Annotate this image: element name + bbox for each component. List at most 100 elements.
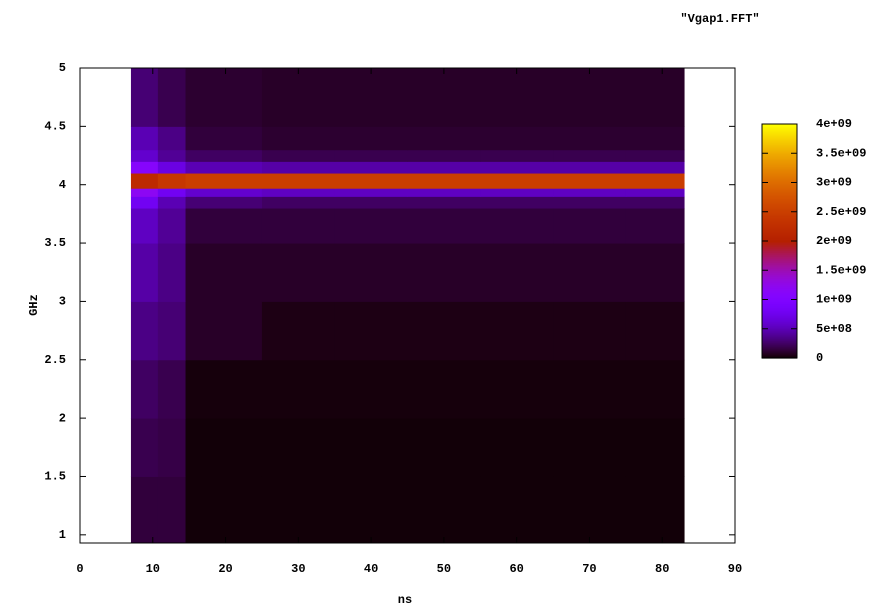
colorbar-step — [762, 130, 797, 133]
colorbar-step — [762, 216, 797, 219]
colorbar-tick-label: 1.5e+09 — [816, 263, 866, 277]
heat-cell — [407, 243, 481, 302]
heat-cell — [480, 476, 554, 544]
colorbar-step — [762, 336, 797, 339]
heat-cell — [625, 208, 685, 244]
heat-cell — [480, 161, 554, 174]
heat-cell — [334, 476, 408, 544]
heat-cell — [130, 243, 159, 302]
colorbar-step — [762, 304, 797, 307]
colorbar-step — [762, 188, 797, 191]
colorbar-step — [762, 256, 797, 259]
heat-cell — [261, 301, 336, 361]
heat-cell — [185, 173, 263, 189]
x-tick-label: 70 — [582, 562, 596, 576]
colorbar-step — [762, 132, 797, 135]
colorbar-step — [762, 308, 797, 311]
heat-cell — [130, 359, 159, 419]
colorbar-step — [762, 326, 797, 329]
colorbar-step — [762, 292, 797, 295]
heat-cell — [407, 161, 481, 174]
heat-cell — [625, 301, 685, 361]
heat-cell — [553, 243, 627, 302]
heat-cell — [480, 208, 554, 244]
heat-cell — [261, 161, 336, 174]
colorbar-step — [762, 136, 797, 139]
heat-cell — [130, 173, 159, 189]
heat-cell — [553, 359, 627, 419]
heat-cell — [625, 196, 685, 209]
colorbar-step — [762, 190, 797, 193]
heat-cell — [480, 173, 554, 189]
heat-cell — [261, 476, 336, 544]
colorbar-tick-label: 5e+08 — [816, 322, 852, 336]
heat-cell — [480, 196, 554, 209]
heat-cell — [334, 301, 408, 361]
heat-cell — [480, 243, 554, 302]
colorbar-step — [762, 222, 797, 225]
colorbar-step — [762, 316, 797, 319]
heat-cell — [157, 418, 187, 477]
colorbar-step — [762, 354, 797, 357]
colorbar-step — [762, 262, 797, 265]
colorbar-step — [762, 210, 797, 213]
colorbar-step — [762, 128, 797, 131]
colorbar-step — [762, 288, 797, 291]
colorbar-step — [762, 224, 797, 227]
heat-cell — [185, 418, 263, 477]
heat-cell — [185, 196, 263, 209]
colorbar-step — [762, 158, 797, 161]
heat-cell — [625, 126, 685, 151]
colorbar-step — [762, 148, 797, 151]
heat-cell — [625, 149, 685, 162]
heat-cell — [130, 161, 159, 174]
colorbar-step — [762, 310, 797, 313]
heat-cell — [157, 301, 187, 361]
colorbar-step — [762, 152, 797, 155]
colorbar-step — [762, 356, 797, 359]
heat-cell — [130, 476, 159, 544]
colorbar-step — [762, 238, 797, 241]
colorbar-tick-label: 2e+09 — [816, 234, 852, 248]
heat-cell — [157, 68, 187, 127]
heat-cell — [157, 161, 187, 174]
colorbar-step — [762, 240, 797, 243]
heat-cell — [407, 149, 481, 162]
colorbar-step — [762, 168, 797, 171]
heat-cell — [625, 359, 685, 419]
colorbar-step — [762, 254, 797, 257]
heat-cell — [553, 196, 627, 209]
heat-cell — [334, 418, 408, 477]
colorbar-step — [762, 278, 797, 281]
colorbar-step — [762, 220, 797, 223]
colorbar-step — [762, 204, 797, 207]
colorbar-step — [762, 206, 797, 209]
colorbar-step — [762, 244, 797, 247]
colorbar-tick-label: 4e+09 — [816, 117, 852, 131]
colorbar-step — [762, 338, 797, 341]
colorbar-step — [762, 320, 797, 323]
colorbar-step — [762, 300, 797, 303]
colorbar-step — [762, 236, 797, 239]
colorbar-step — [762, 246, 797, 249]
colorbar-step — [762, 208, 797, 211]
heat-cell — [407, 476, 481, 544]
heat-cell — [157, 196, 187, 209]
colorbar-step — [762, 176, 797, 179]
colorbar-step — [762, 198, 797, 201]
heat-cell — [334, 188, 408, 197]
x-tick-label: 0 — [76, 562, 83, 576]
heat-cell — [334, 208, 408, 244]
heat-cell — [185, 188, 263, 197]
colorbar-step — [762, 186, 797, 189]
colorbar-step — [762, 302, 797, 305]
colorbar-step — [762, 234, 797, 237]
colorbar-step — [762, 154, 797, 157]
colorbar-step — [762, 276, 797, 279]
colorbar-step — [762, 192, 797, 195]
colorbar-tick-label: 3e+09 — [816, 176, 852, 190]
heat-cell — [185, 126, 263, 151]
heat-cell — [157, 149, 187, 162]
y-tick-label: 1 — [59, 528, 66, 542]
